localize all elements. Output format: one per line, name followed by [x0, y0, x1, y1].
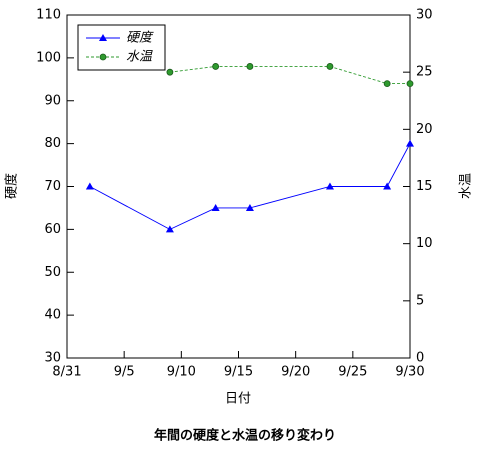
y-tick-label: 80 [44, 136, 61, 151]
legend-label: 水温 [126, 50, 153, 65]
data-point [325, 182, 334, 190]
legend-marker [99, 53, 107, 61]
data-point [383, 80, 391, 87]
y2-tick-label: 0 [416, 351, 424, 366]
legend-box [77, 24, 166, 71]
y2-axis-label: 水温 [459, 173, 474, 199]
y2-tick-label: 25 [416, 65, 433, 80]
data-point [212, 63, 220, 70]
data-point [326, 63, 334, 70]
y-tick-label: 70 [44, 179, 61, 194]
y-tick-label: 90 [44, 93, 61, 108]
data-point [406, 80, 414, 87]
data-point [85, 182, 94, 190]
data-point [406, 139, 414, 147]
chart-title: 年間の硬度と水温の移り変わり [154, 428, 336, 444]
y-tick-label: 30 [44, 351, 61, 366]
data-point [211, 203, 220, 211]
x-tick-label: 9/15 [224, 365, 253, 380]
data-point [166, 68, 174, 76]
data-point [383, 182, 392, 190]
data-point [245, 203, 254, 211]
x-tick-label: 8/31 [52, 365, 81, 380]
legend-label: 硬度 [126, 31, 154, 46]
x-tick-label: 9/5 [114, 365, 135, 380]
x-axis-label: 日付 [225, 392, 251, 407]
y-axis-label: 硬度 [4, 173, 20, 199]
x-tick-label: 9/25 [338, 365, 367, 380]
y2-tick-label: 5 [416, 293, 424, 308]
y-tick-label: 110 [36, 8, 61, 23]
data-point [165, 225, 174, 233]
y2-tick-label: 10 [416, 236, 433, 251]
legend-marker [99, 34, 107, 41]
y2-tick-label: 20 [416, 122, 433, 137]
y-tick-label: 100 [36, 50, 61, 65]
x-tick-label: 9/20 [281, 365, 310, 380]
data-point [246, 63, 254, 70]
y-tick-label: 40 [44, 308, 61, 323]
y2-tick-label: 30 [416, 8, 433, 23]
x-tick-label: 9/30 [395, 365, 424, 380]
y-tick-label: 60 [44, 222, 61, 237]
x-tick-label: 9/10 [167, 365, 196, 380]
series-line [169, 66, 410, 85]
series-line [89, 143, 411, 230]
y2-tick-label: 15 [416, 179, 433, 194]
y-tick-label: 50 [44, 265, 61, 280]
